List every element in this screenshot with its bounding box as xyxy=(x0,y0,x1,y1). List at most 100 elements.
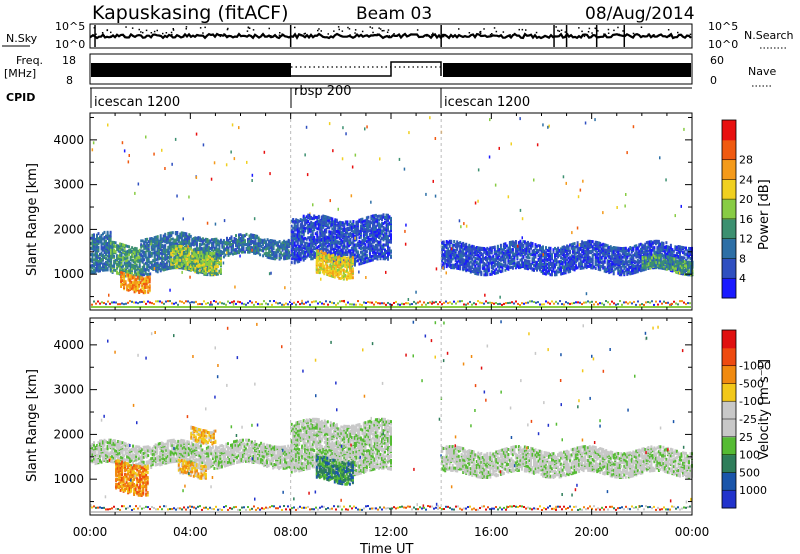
nsky-dot xyxy=(521,28,524,31)
echo-cell xyxy=(204,249,207,253)
echo-cell xyxy=(319,247,322,251)
nsky-dot xyxy=(416,29,419,31)
echo-cell xyxy=(298,259,301,263)
echo-cell xyxy=(334,239,337,243)
nsky-dot xyxy=(591,32,593,34)
echo-cell xyxy=(390,249,392,253)
echo-cell xyxy=(340,248,343,252)
echo-cell xyxy=(194,256,197,260)
echo-cell xyxy=(346,220,349,224)
echo-cell xyxy=(248,245,251,249)
echo-cell xyxy=(152,251,155,255)
echo-cell xyxy=(212,249,215,253)
echo-cell xyxy=(373,238,376,241)
echo-cell xyxy=(144,261,147,265)
echo-cell xyxy=(143,258,146,262)
echo-cell xyxy=(122,243,125,247)
echo-cell xyxy=(293,250,296,254)
echo-cell xyxy=(296,232,299,236)
echo-cell xyxy=(164,249,167,253)
echo-cell xyxy=(307,242,310,246)
echo-cell xyxy=(373,230,376,234)
echo-cell xyxy=(180,240,183,244)
echo-cell xyxy=(94,251,97,255)
echo-cell xyxy=(164,232,167,236)
echo-cell xyxy=(128,249,131,253)
echo-cell xyxy=(204,266,207,270)
echo-cell xyxy=(135,263,138,267)
echo-cell xyxy=(326,244,329,248)
echo-cell xyxy=(129,277,132,281)
echo-cell xyxy=(102,248,104,252)
echo-cell xyxy=(102,265,104,268)
echo-cell xyxy=(361,250,364,254)
echo-cell xyxy=(226,240,228,244)
nsky-dot xyxy=(388,35,391,37)
echo-cell xyxy=(320,248,323,252)
echo-cell xyxy=(96,243,98,247)
echo-cell xyxy=(334,235,337,239)
echo-cell xyxy=(293,227,296,231)
echo-cell xyxy=(139,281,142,285)
echo-cell xyxy=(313,254,316,258)
echo-cell xyxy=(263,246,266,249)
echo-cell xyxy=(219,268,222,272)
nsky-dot xyxy=(567,35,569,37)
echo-cell xyxy=(130,274,133,278)
echo-cell xyxy=(302,249,305,253)
echo-cell xyxy=(364,260,367,264)
echo-cell xyxy=(119,268,122,272)
echo-cell xyxy=(123,267,126,271)
echo-cell xyxy=(194,266,197,270)
echo-cell xyxy=(90,269,92,273)
echo-cell xyxy=(292,248,295,252)
echo-cell xyxy=(191,237,194,241)
echo-cell xyxy=(132,266,135,270)
echo-cell xyxy=(218,246,221,250)
echo-cell xyxy=(108,247,111,251)
echo-cell xyxy=(155,253,158,257)
echo-cell xyxy=(298,254,301,258)
echo-cell xyxy=(144,250,147,254)
echo-cell xyxy=(338,249,341,253)
echo-cell xyxy=(188,247,191,250)
echo-cell xyxy=(162,252,165,256)
echo-cell xyxy=(91,263,94,267)
echo-cell xyxy=(293,252,296,256)
echo-cell xyxy=(374,251,377,255)
echo-cell xyxy=(371,254,374,258)
echo-cell xyxy=(110,254,113,258)
echo-cell xyxy=(149,261,152,265)
echo-cell xyxy=(222,245,225,249)
echo-cell xyxy=(156,237,159,241)
echo-cell xyxy=(206,261,209,265)
echo-cell xyxy=(298,251,301,255)
echo-cell xyxy=(105,245,107,249)
echo-cell xyxy=(120,258,123,261)
echo-cell xyxy=(183,232,186,235)
echo-cell xyxy=(365,240,368,244)
echo-cell xyxy=(295,255,298,259)
echo-cell xyxy=(146,237,149,241)
echo-cell xyxy=(310,247,313,251)
echo-cell xyxy=(362,233,365,237)
echo-cell xyxy=(177,253,180,257)
nsky-dot xyxy=(372,31,374,34)
echo-cell xyxy=(198,260,201,264)
echo-cell xyxy=(167,265,170,269)
echo-cell xyxy=(353,238,356,242)
echo-cell xyxy=(109,265,112,269)
echo-cell xyxy=(382,213,385,217)
echo-cell xyxy=(265,240,268,244)
echo-cell xyxy=(126,273,129,277)
echo-cell xyxy=(134,251,137,255)
echo-cell xyxy=(368,251,371,255)
echo-cell xyxy=(149,237,152,241)
echo-cell xyxy=(382,215,385,219)
nsky-dot xyxy=(397,34,400,36)
echo-cell xyxy=(320,238,323,241)
nsearch-tick-bottom: 10^0 xyxy=(708,38,738,51)
echo-cell xyxy=(117,244,120,248)
echo-cell xyxy=(120,282,123,286)
nsky-dot xyxy=(525,29,527,31)
